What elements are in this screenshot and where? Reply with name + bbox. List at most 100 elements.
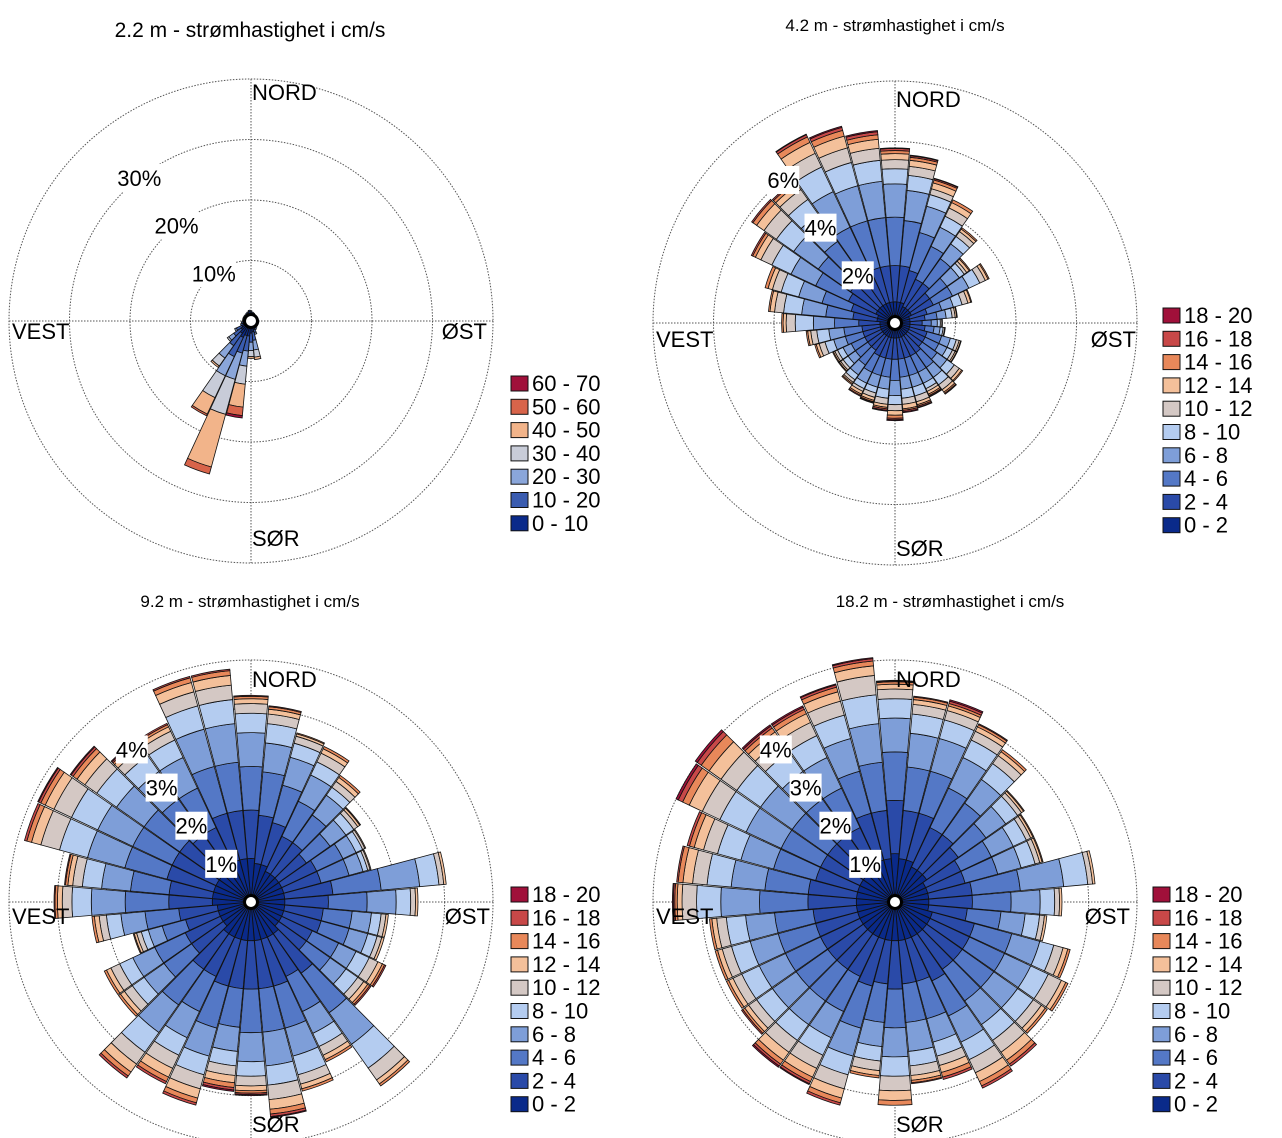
legend-swatch xyxy=(1162,400,1181,417)
rose-segment xyxy=(247,350,255,358)
rose-bars xyxy=(183,309,262,475)
radial-tick-label: 2% xyxy=(820,814,852,839)
rose-segment xyxy=(714,949,729,981)
rose-segment xyxy=(902,408,919,414)
rose-segment xyxy=(234,1093,268,1096)
radial-tick-label: 3% xyxy=(146,776,178,801)
rose-segment xyxy=(414,887,419,917)
legend-label: 16 - 18 xyxy=(1184,326,1253,351)
legend-label: 8 - 10 xyxy=(1174,999,1230,1024)
rose-segment xyxy=(324,1044,353,1063)
rose-segment xyxy=(338,774,361,795)
rose-segment xyxy=(921,319,932,327)
rose-segment xyxy=(235,1075,267,1087)
legend-swatch xyxy=(1162,354,1181,371)
rose-segment xyxy=(395,888,412,916)
rose-segment xyxy=(376,858,421,891)
legend-label: 40 - 50 xyxy=(532,418,601,443)
rose-segment xyxy=(373,937,385,961)
rose-segment xyxy=(210,359,220,369)
rose-segment xyxy=(954,306,958,318)
direction-label-nord: NORD xyxy=(252,667,317,692)
rose-segment xyxy=(911,1076,943,1085)
rose-segment xyxy=(183,457,212,475)
legend-label: 10 - 12 xyxy=(1184,396,1253,421)
rose-segment xyxy=(838,361,848,373)
tick-card xyxy=(819,811,852,840)
legend-swatch xyxy=(1162,470,1181,487)
rose-segment xyxy=(759,890,809,914)
legend-swatch xyxy=(1152,1096,1171,1113)
rose-segment xyxy=(1008,1042,1038,1067)
hub-center xyxy=(246,316,256,326)
direction-label-øst: ØST xyxy=(445,904,490,929)
rose-segment xyxy=(779,1066,811,1086)
rose-segment xyxy=(1053,887,1060,917)
rose-segment xyxy=(234,327,239,332)
legend-swatch xyxy=(1162,330,1181,347)
legend-swatch xyxy=(1152,956,1171,973)
rose-segment xyxy=(366,889,397,915)
legend-swatch xyxy=(1152,933,1171,950)
rose-segment xyxy=(353,829,367,849)
rose-segment xyxy=(770,705,804,726)
rose-segment xyxy=(882,183,908,218)
rose-segment xyxy=(879,1055,911,1077)
rose-bars xyxy=(750,125,990,422)
rose-segment xyxy=(877,698,913,720)
rose-segment xyxy=(98,1052,129,1079)
rose-bars xyxy=(671,657,1096,1106)
rose-segment xyxy=(322,746,350,764)
rose-segment xyxy=(371,964,387,988)
rose-segment xyxy=(879,147,911,150)
rose-chart-4: 18.2 m - strømhastighet i cm/s 1% 2% 3% 4% NO… xyxy=(652,592,1243,1138)
rose-segment xyxy=(1000,749,1027,773)
tick-card xyxy=(789,773,822,802)
legend-swatch xyxy=(1152,1072,1171,1089)
rose-segment xyxy=(234,712,268,734)
rose-segment xyxy=(233,698,269,705)
rose-segment xyxy=(234,1084,268,1092)
rose-segment xyxy=(768,290,775,313)
legend-label: 18 - 20 xyxy=(1184,303,1253,328)
legend-swatch xyxy=(1162,493,1181,510)
rose-segment xyxy=(886,409,904,416)
rose-segment xyxy=(841,375,853,386)
rose-segment xyxy=(878,1075,912,1092)
rose-segment xyxy=(880,153,910,161)
legend-swatch xyxy=(510,933,529,950)
legend-label: 0 - 2 xyxy=(1174,1092,1218,1117)
rose-segment xyxy=(917,401,933,409)
rose-segment xyxy=(764,266,777,289)
rose-segment xyxy=(253,355,262,360)
rose-segment xyxy=(225,412,243,419)
rose-segment xyxy=(909,154,939,162)
rose-segment xyxy=(841,694,880,730)
direction-label-øst: ØST xyxy=(442,319,487,344)
rose-segment xyxy=(942,1066,973,1080)
rose-segment xyxy=(91,915,100,944)
rose-segment xyxy=(881,1026,909,1058)
rose-segment xyxy=(237,1031,265,1063)
legend-label: 60 - 70 xyxy=(532,371,601,396)
radial-tick-label: 2% xyxy=(842,263,874,288)
rose-segment xyxy=(671,882,675,922)
legend-label: 6 - 8 xyxy=(1184,443,1228,468)
legend-swatch xyxy=(1152,1049,1171,1066)
rose-segment xyxy=(871,407,888,412)
rose-segment xyxy=(53,885,57,919)
rose-segment xyxy=(805,330,811,347)
rose-segment xyxy=(720,886,761,918)
rose-segment xyxy=(845,130,879,138)
rose-segment xyxy=(296,732,326,745)
legend-label: 30 - 40 xyxy=(532,441,601,466)
legend-label: 14 - 16 xyxy=(1184,350,1253,375)
rose-segment xyxy=(832,351,840,363)
rose-segment xyxy=(117,993,139,1017)
legend-label: 8 - 10 xyxy=(1184,420,1240,445)
radial-tick-label: 4% xyxy=(805,216,837,241)
rose-segment xyxy=(37,766,59,803)
rose-segment xyxy=(812,315,836,331)
